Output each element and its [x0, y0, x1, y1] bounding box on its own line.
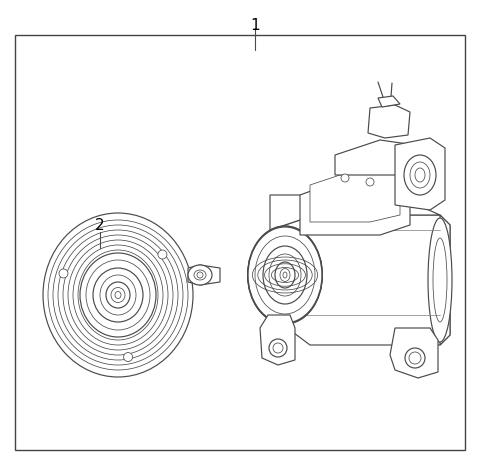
Polygon shape — [310, 170, 400, 222]
Ellipse shape — [248, 226, 323, 324]
Polygon shape — [395, 138, 445, 210]
Ellipse shape — [366, 178, 374, 186]
Ellipse shape — [188, 265, 212, 285]
Polygon shape — [270, 195, 440, 230]
Polygon shape — [260, 315, 295, 365]
Ellipse shape — [59, 269, 68, 278]
Polygon shape — [270, 215, 450, 345]
Ellipse shape — [405, 348, 425, 368]
Ellipse shape — [248, 227, 322, 323]
Polygon shape — [390, 328, 438, 378]
Ellipse shape — [106, 282, 130, 308]
Ellipse shape — [158, 250, 167, 259]
FancyBboxPatch shape — [15, 35, 465, 450]
Polygon shape — [188, 265, 220, 285]
Polygon shape — [335, 140, 415, 175]
Ellipse shape — [428, 218, 452, 342]
Ellipse shape — [269, 339, 287, 357]
Ellipse shape — [80, 253, 156, 337]
Polygon shape — [378, 96, 400, 107]
Ellipse shape — [341, 174, 349, 182]
Ellipse shape — [280, 268, 290, 281]
Text: 2: 2 — [95, 218, 105, 233]
Ellipse shape — [93, 268, 143, 322]
Ellipse shape — [263, 246, 307, 304]
Ellipse shape — [275, 262, 295, 288]
Polygon shape — [440, 215, 450, 345]
Ellipse shape — [43, 213, 193, 377]
Polygon shape — [368, 105, 410, 138]
Text: 1: 1 — [250, 18, 260, 33]
Ellipse shape — [404, 155, 436, 195]
Polygon shape — [300, 175, 410, 235]
Ellipse shape — [123, 352, 132, 362]
